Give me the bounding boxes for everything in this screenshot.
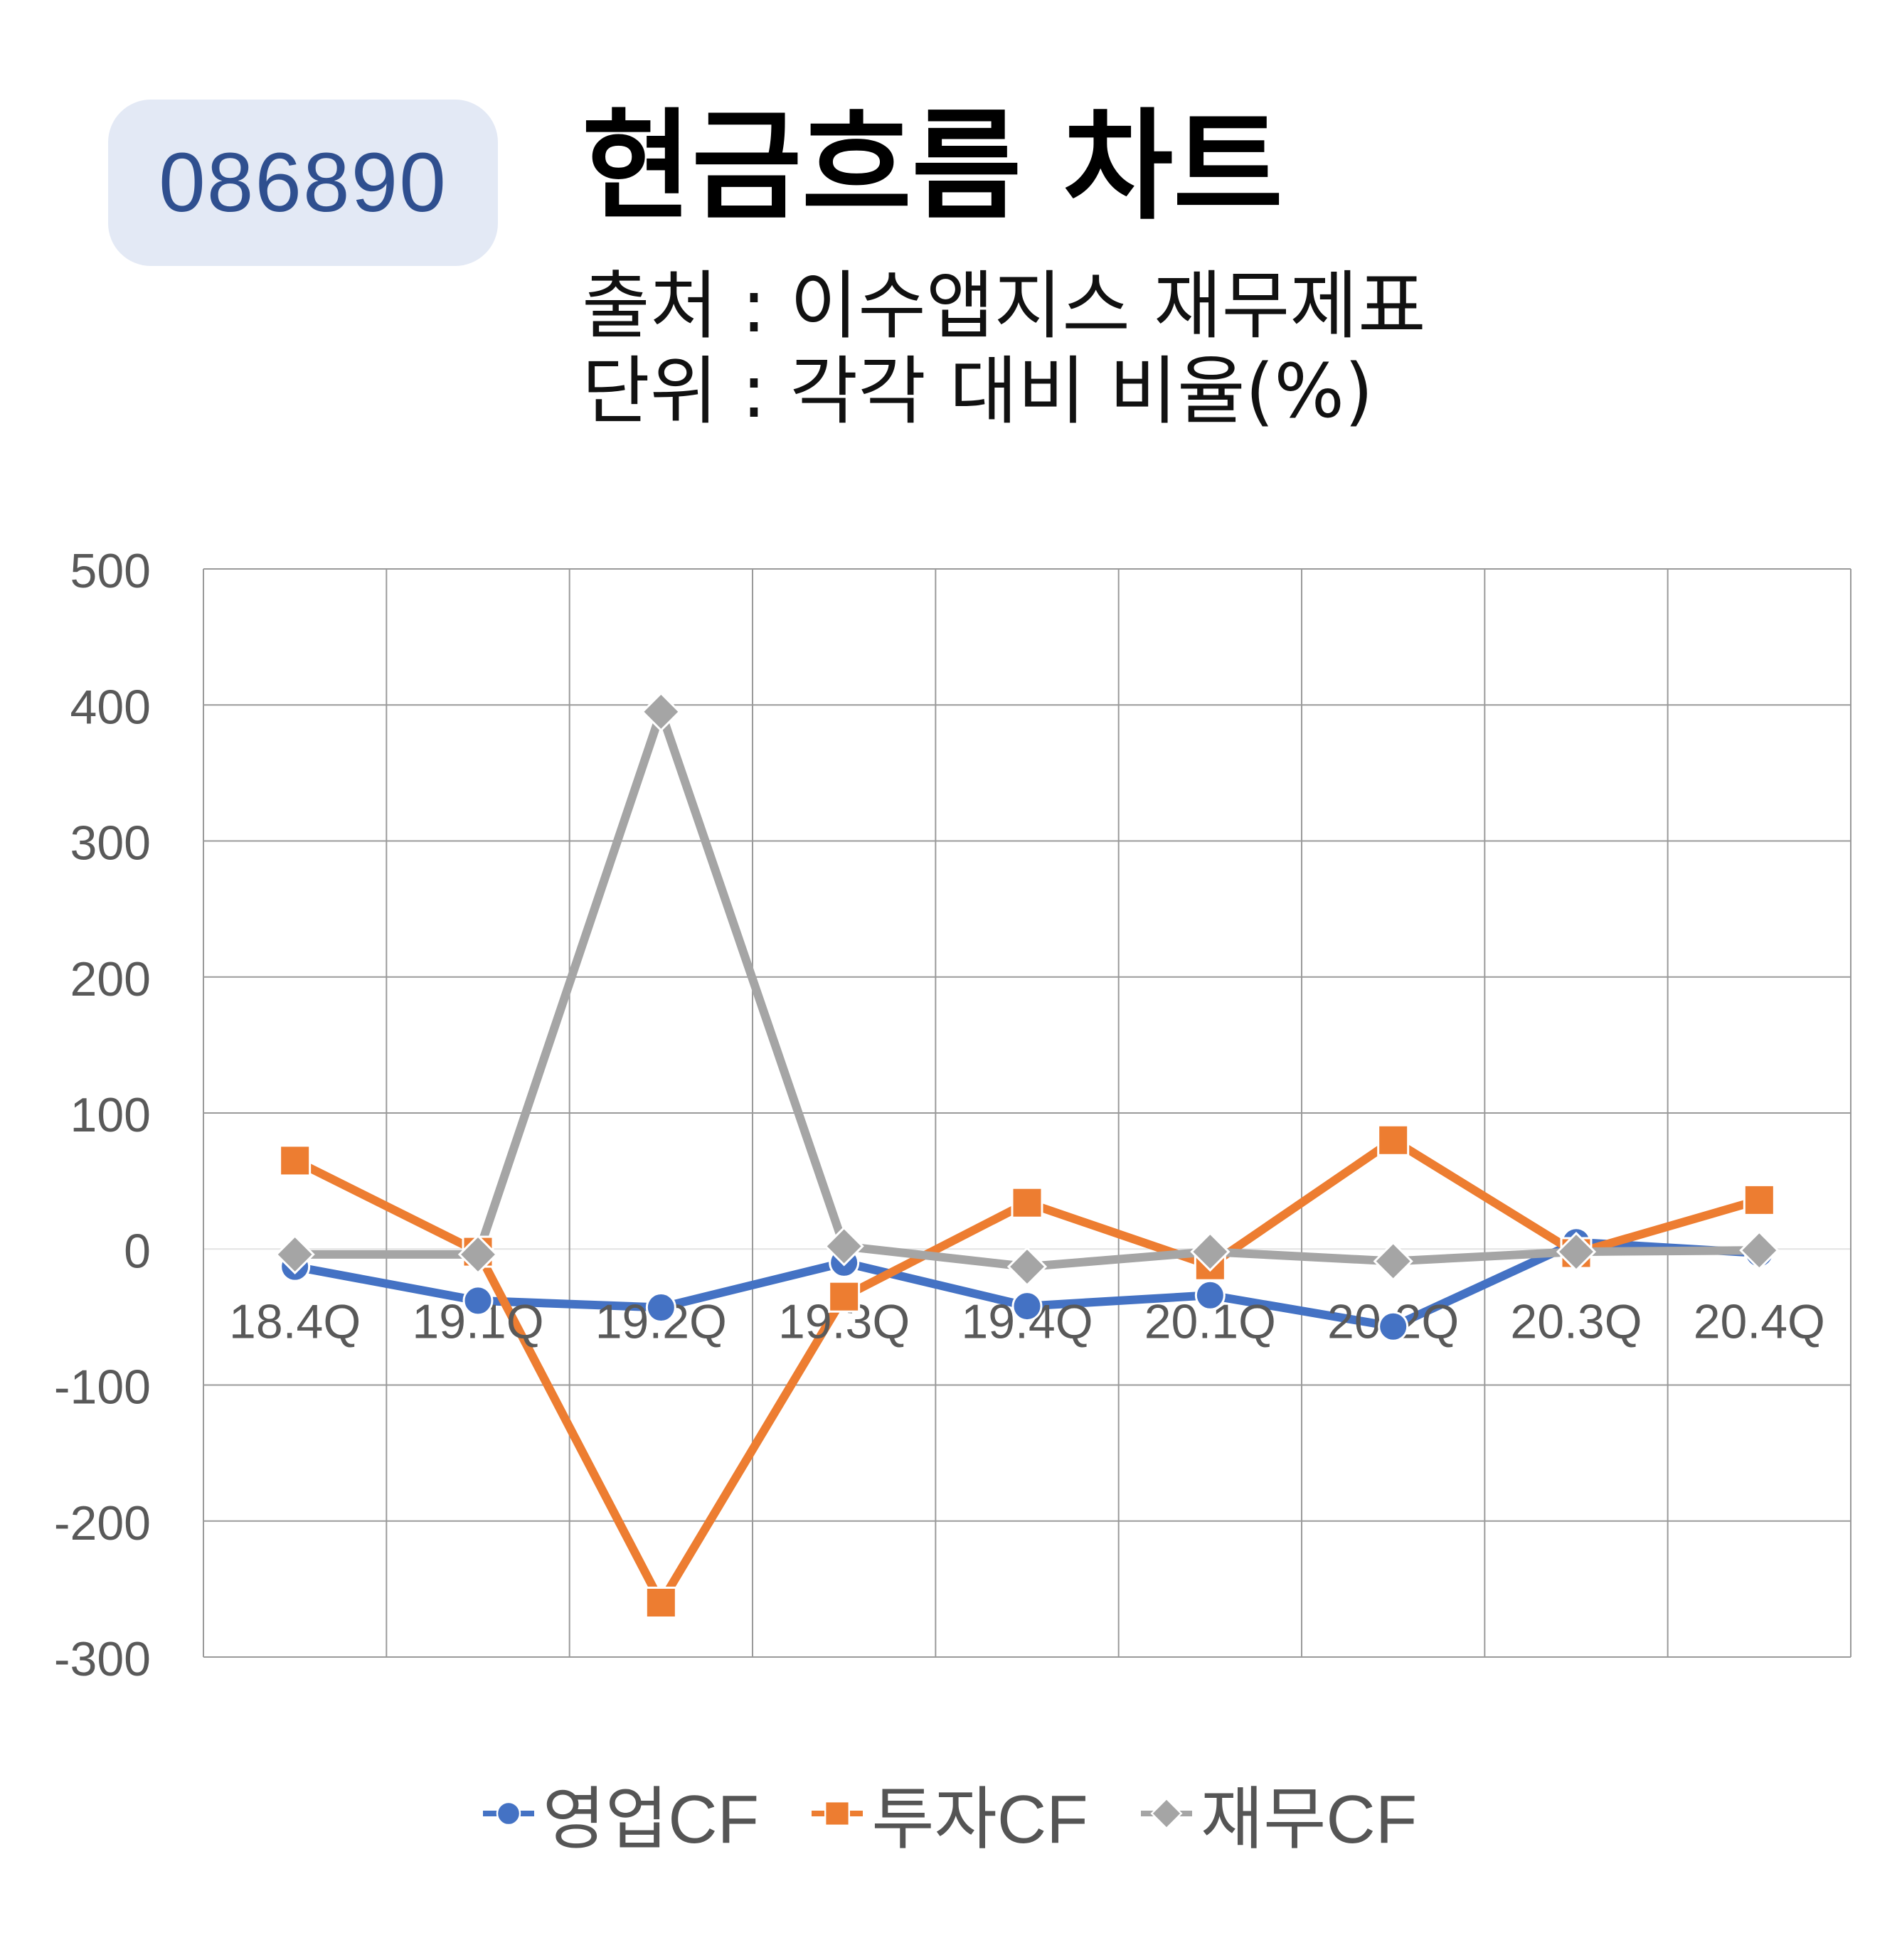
data-point-2-2 — [641, 691, 681, 732]
unit-label: 단위 : 각각 대비 비율(%) — [582, 348, 1373, 435]
y-tick-label: 100 — [70, 1088, 151, 1142]
legend-item-1: 투자CF — [809, 1764, 1088, 1863]
x-axis: 18.4Q19.1Q19.2Q19.3Q19.4Q20.1Q20.2Q20.3Q… — [229, 1294, 1825, 1348]
legend-marker-0 — [482, 1801, 534, 1826]
legend-label-1: 투자CF — [871, 1781, 1088, 1858]
y-tick-label: 200 — [70, 952, 151, 1006]
data-point-1-3 — [828, 1280, 861, 1313]
data-point-1-2 — [644, 1587, 677, 1619]
data-point-0-6 — [1378, 1311, 1409, 1342]
data-point-1-0 — [279, 1144, 312, 1177]
data-point-2-4 — [1006, 1246, 1048, 1287]
data-point-1-4 — [1011, 1186, 1043, 1219]
x-tick-label: 18.4Q — [229, 1294, 361, 1348]
data-point-2-5 — [1190, 1231, 1231, 1272]
legend-marker-1 — [812, 1800, 864, 1826]
stock-code-badge: 086890 — [108, 100, 498, 266]
data-point-2-3 — [824, 1226, 864, 1267]
data-point-0-2 — [645, 1291, 676, 1323]
data-point-2-7 — [1556, 1231, 1597, 1272]
x-tick-label: 20.3Q — [1510, 1294, 1642, 1348]
data-point-0-4 — [1011, 1291, 1043, 1322]
y-tick-label: 0 — [124, 1224, 151, 1278]
legend-marker-2 — [1140, 1799, 1192, 1828]
source-label: 출처 : 이수앱지스 재무제표 — [582, 262, 1426, 349]
legend-item-2: 재무CF — [1138, 1764, 1418, 1863]
chart-title: 현금흐름 차트 — [582, 97, 1283, 236]
series-line-2 — [290, 707, 1764, 1272]
y-tick-label: 400 — [70, 680, 151, 734]
data-point-2-8 — [1739, 1230, 1780, 1271]
data-point-2-1 — [457, 1234, 499, 1275]
series-lines — [290, 707, 1764, 1607]
data-point-0-5 — [1194, 1279, 1226, 1311]
data-point-2-6 — [1373, 1241, 1413, 1282]
legend-item-0: 영업CF — [480, 1764, 760, 1863]
y-tick-label: -300 — [54, 1632, 151, 1686]
y-tick-label: 300 — [70, 816, 151, 870]
x-tick-label: 20.4Q — [1694, 1294, 1825, 1348]
stock-code: 086890 — [159, 136, 447, 230]
data-point-1-6 — [1377, 1124, 1410, 1156]
legend: 영업CF 투자CF 재무CF — [0, 1764, 1897, 1863]
data-point-1-8 — [1743, 1183, 1775, 1216]
legend-label-2: 재무CF — [1200, 1781, 1418, 1858]
y-tick-label: -200 — [54, 1496, 151, 1550]
data-point-2-0 — [275, 1234, 315, 1275]
data-point-0-1 — [462, 1285, 494, 1316]
grid — [203, 568, 1851, 1658]
y-axis: 500 400 300 200 100 0 -100 -200 -300 — [54, 544, 151, 1686]
series-markers — [275, 691, 1780, 1619]
legend-label-0: 영업CF — [542, 1781, 760, 1858]
y-tick-label: 500 — [70, 544, 151, 598]
y-tick-label: -100 — [54, 1360, 151, 1415]
